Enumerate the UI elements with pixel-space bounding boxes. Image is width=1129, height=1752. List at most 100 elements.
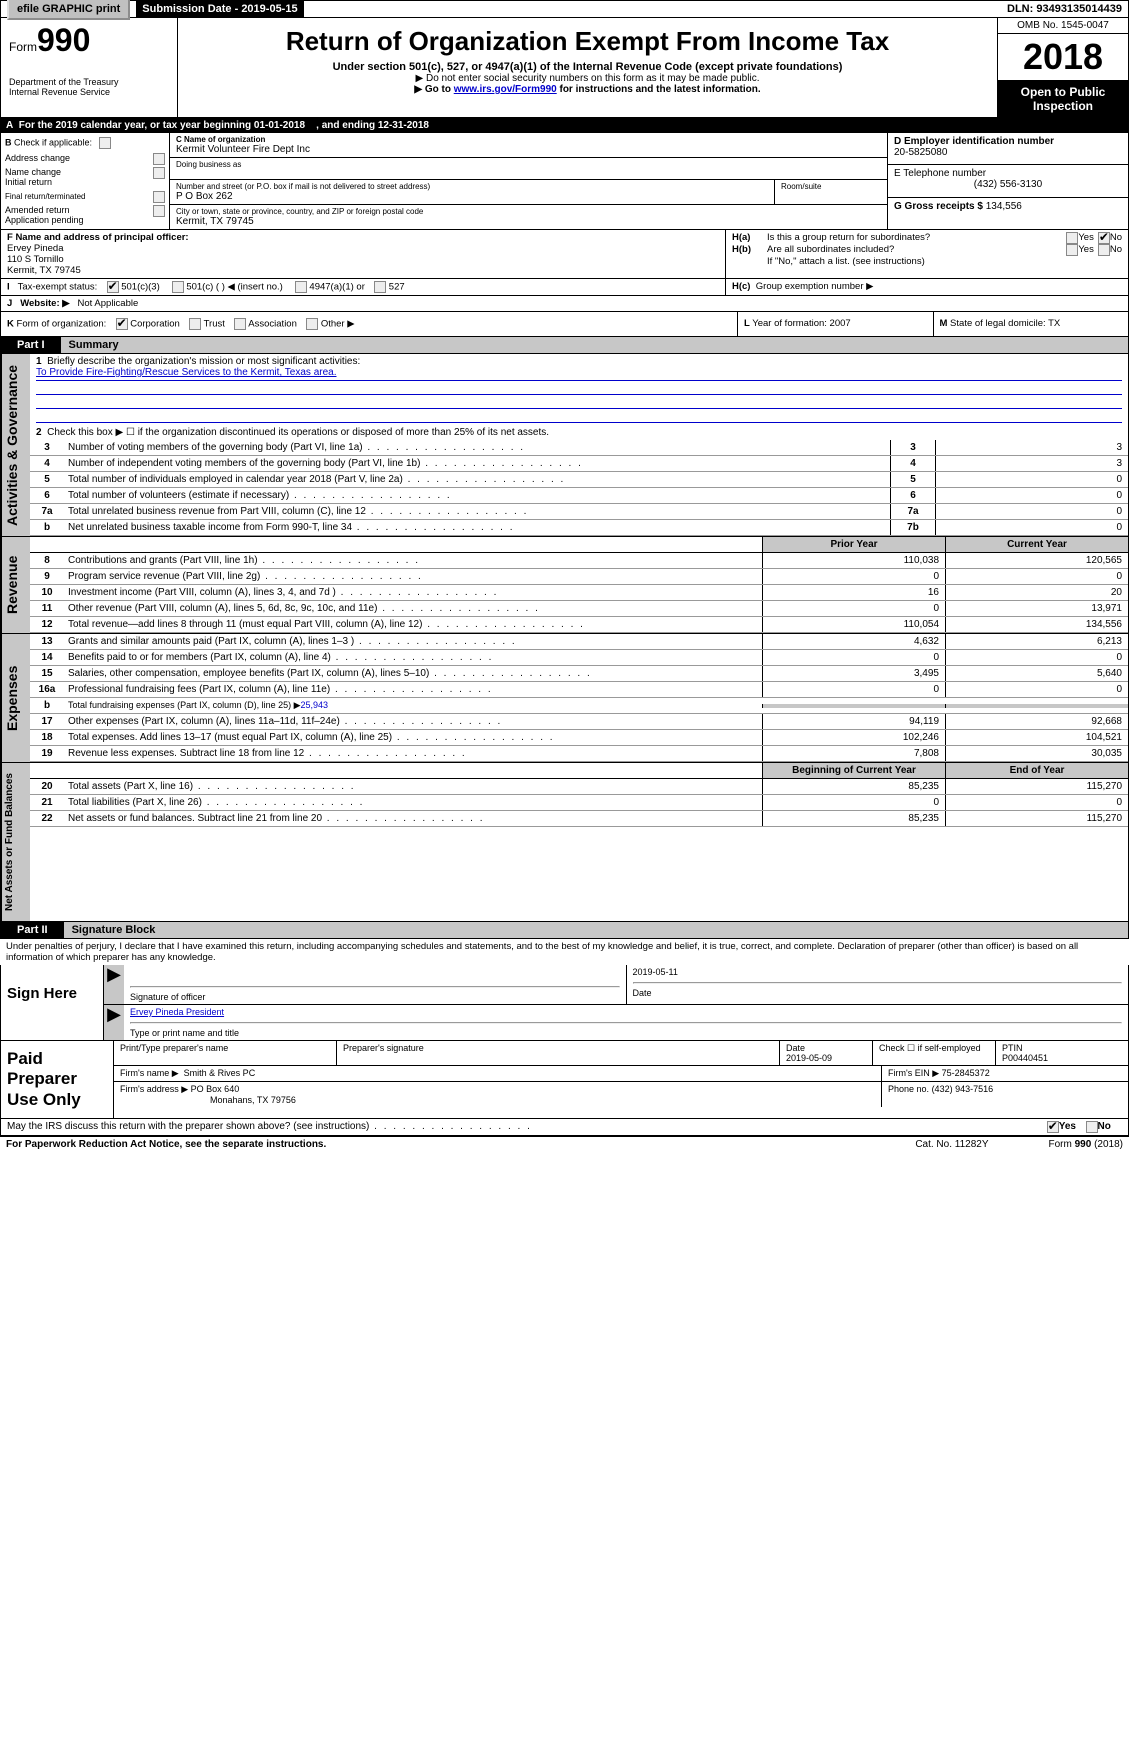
header-block: B Check if applicable: Address change Na… — [0, 133, 1129, 230]
form-ref: Form 990 (2018) — [1049, 1139, 1123, 1150]
open-public: Open to Public Inspection — [998, 81, 1128, 117]
line-12: 12 Total revenue—add lines 8 through 11 … — [30, 617, 1128, 633]
tax-year: 2018 — [998, 34, 1128, 81]
line-19: 19 Revenue less expenses. Subtract line … — [30, 746, 1128, 762]
efile-button[interactable]: efile GRAPHIC print — [7, 0, 130, 20]
firm-addr2: Monahans, TX 79756 — [210, 1095, 296, 1105]
checkbox[interactable] — [153, 205, 165, 217]
paid-label: Paid Preparer Use Only — [1, 1041, 114, 1118]
line-9: 9 Program service revenue (Part VIII, li… — [30, 569, 1128, 585]
checkbox[interactable] — [153, 191, 165, 203]
checkbox[interactable] — [1098, 244, 1110, 256]
col-c: C Name of organization Kermit Volunteer … — [170, 133, 887, 229]
omb-number: OMB No. 1545-0047 — [998, 18, 1128, 34]
checkbox-checked[interactable] — [116, 318, 128, 330]
expenses-section: Expenses 13 Grants and similar amounts p… — [0, 634, 1129, 763]
firm-addr: PO Box 640 — [191, 1084, 240, 1094]
net-section: Net Assets or Fund Balances Beginning of… — [0, 763, 1129, 922]
form-number: 990 — [37, 22, 90, 58]
checkbox[interactable] — [172, 281, 184, 293]
checkbox[interactable] — [295, 281, 307, 293]
line-5: 5 Total number of individuals employed i… — [30, 472, 1128, 488]
checkbox[interactable] — [1066, 244, 1078, 256]
arrow-icon: ▶ — [104, 1005, 124, 1040]
checkbox[interactable] — [1066, 232, 1078, 244]
form-title: Return of Organization Exempt From Incom… — [182, 26, 993, 57]
line-16a: 16a Professional fundraising fees (Part … — [30, 682, 1128, 698]
checkbox[interactable] — [99, 137, 111, 149]
website: Not Applicable — [78, 298, 139, 309]
submission-date: Submission Date - 2019-05-15 — [136, 1, 303, 17]
city: Kermit, TX 79745 — [176, 216, 881, 227]
row-i: I Tax-exempt status: 501(c)(3) 501(c) ( … — [0, 279, 1129, 296]
fundraising-val: 25,943 — [301, 700, 329, 710]
begin-year-head: Beginning of Current Year — [762, 763, 945, 778]
officer-name: Ervey Pineda — [7, 243, 719, 254]
phone: (432) 556-3130 — [894, 179, 1122, 190]
expenses-label: Expenses — [1, 634, 30, 762]
firm-ein: 75-2845372 — [942, 1068, 990, 1078]
checkbox[interactable] — [153, 153, 165, 165]
line-b: b Net unrelated business taxable income … — [30, 520, 1128, 536]
net-label: Net Assets or Fund Balances — [1, 763, 30, 921]
governance-section: Activities & Governance 1 Briefly descri… — [0, 354, 1129, 537]
prior-year-head: Prior Year — [762, 537, 945, 552]
shaded-cell — [762, 704, 945, 708]
line-11: 11 Other revenue (Part VIII, column (A),… — [30, 601, 1128, 617]
irs: Internal Revenue Service — [9, 87, 169, 97]
checkbox[interactable] — [306, 318, 318, 330]
top-bar: efile GRAPHIC print Submission Date - 20… — [0, 0, 1129, 18]
checkbox-checked[interactable] — [1047, 1121, 1059, 1133]
row-j: J Website: ▶ Not Applicable — [0, 296, 1129, 312]
line-20: 20 Total assets (Part X, line 16) 85,235… — [30, 779, 1128, 795]
mission-text: To Provide Fire-Fighting/Rescue Services… — [36, 367, 337, 378]
revenue-section: Revenue Prior Year Current Year 8 Contri… — [0, 537, 1129, 634]
ptin: P00440451 — [1002, 1053, 1048, 1063]
line-6: 6 Total number of volunteers (estimate i… — [30, 488, 1128, 504]
line-7a: 7a Total unrelated business revenue from… — [30, 504, 1128, 520]
instruction-2: ▶ Go to www.irs.gov/Form990 for instruct… — [182, 84, 993, 95]
line-22: 22 Net assets or fund balances. Subtract… — [30, 811, 1128, 827]
gross-receipts: 134,556 — [986, 201, 1022, 212]
row-k-l: K Form of organization: Corporation Trus… — [0, 312, 1129, 337]
end-year-head: End of Year — [945, 763, 1128, 778]
sign-block: Sign Here ▶ Signature of officer 2019-05… — [0, 965, 1129, 1041]
firm-name: Smith & Rives PC — [184, 1068, 256, 1078]
discuss-row: May the IRS discuss this return with the… — [0, 1119, 1129, 1136]
checkbox[interactable] — [374, 281, 386, 293]
form-subtitle: Under section 501(c), 527, or 4947(a)(1)… — [182, 61, 993, 73]
officer-addr1: 110 S Tornillo — [7, 254, 719, 265]
paid-block: Paid Preparer Use Only Print/Type prepar… — [0, 1041, 1129, 1119]
checkbox-checked[interactable] — [1098, 232, 1110, 244]
sign-date: 2019-05-11 — [633, 967, 678, 977]
line-4: 4 Number of independent voting members o… — [30, 456, 1128, 472]
line-13: 13 Grants and similar amounts paid (Part… — [30, 634, 1128, 650]
line-21: 21 Total liabilities (Part X, line 26) 0… — [30, 795, 1128, 811]
governance-label: Activities & Governance — [1, 354, 30, 536]
checkbox[interactable] — [1086, 1121, 1098, 1133]
form990-link[interactable]: www.irs.gov/Form990 — [454, 84, 557, 95]
paperwork-notice: For Paperwork Reduction Act Notice, see … — [6, 1139, 915, 1150]
checkbox[interactable] — [153, 167, 165, 179]
prep-date: 2019-05-09 — [786, 1053, 832, 1063]
line-18: 18 Total expenses. Add lines 13–17 (must… — [30, 730, 1128, 746]
col-b: B Check if applicable: Address change Na… — [1, 133, 170, 229]
col-d: D Employer identification number 20-5825… — [887, 133, 1128, 229]
current-year-head: Current Year — [945, 537, 1128, 552]
signer-name: Ervey Pineda President — [130, 1007, 224, 1017]
sign-here-label: Sign Here — [1, 965, 104, 1040]
org-name: Kermit Volunteer Fire Dept Inc — [176, 144, 881, 155]
checkbox-checked[interactable] — [107, 281, 119, 293]
part1-bar: Part I Summary — [0, 337, 1129, 354]
cat-no: Cat. No. 11282Y — [915, 1139, 988, 1150]
firm-phone: (432) 943-7516 — [932, 1084, 994, 1094]
revenue-label: Revenue — [1, 537, 30, 633]
checkbox[interactable] — [234, 318, 246, 330]
line-15: 15 Salaries, other compensation, employe… — [30, 666, 1128, 682]
form-header: Form990 Department of the Treasury Inter… — [0, 18, 1129, 118]
checkbox[interactable] — [189, 318, 201, 330]
line-14: 14 Benefits paid to or for members (Part… — [30, 650, 1128, 666]
arrow-icon: ▶ — [104, 965, 124, 1004]
dept-treasury: Department of the Treasury — [9, 77, 169, 87]
part2-bar: Part II Signature Block — [0, 922, 1129, 939]
